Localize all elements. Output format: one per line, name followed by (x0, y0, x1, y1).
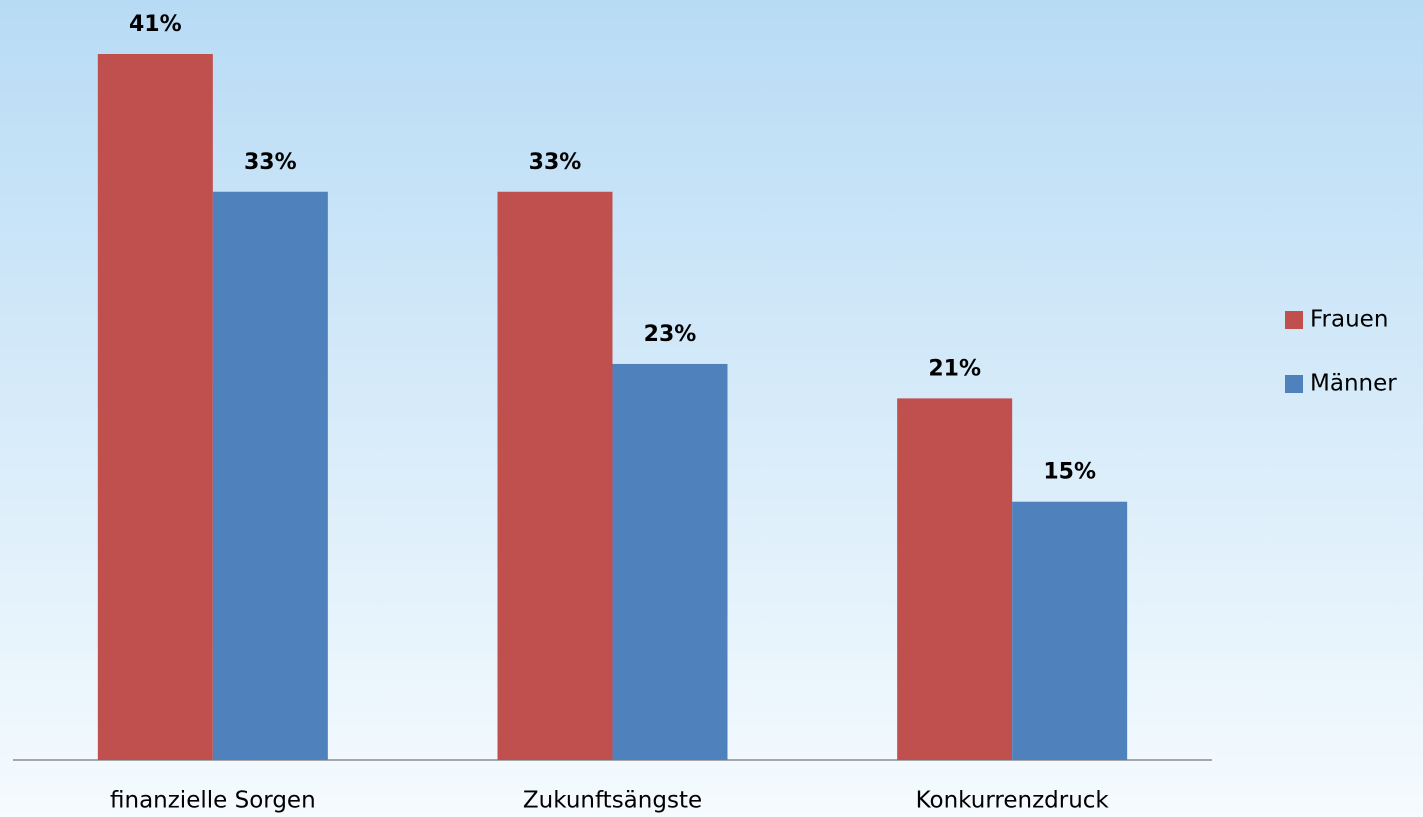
x-tick-label: Konkurrenzdruck (916, 788, 1110, 814)
legend-swatch (1285, 311, 1303, 329)
bar (1012, 501, 1128, 760)
legend-label: Männer (1310, 371, 1397, 397)
bar (612, 363, 728, 760)
legend-label: Frauen (1310, 307, 1388, 333)
bar (897, 398, 1013, 760)
data-label: 21% (928, 356, 981, 381)
data-label: 41% (129, 12, 182, 37)
data-label: 33% (244, 150, 297, 175)
x-tick-label: Zukunftsängste (523, 788, 702, 814)
bar (212, 191, 328, 760)
data-label: 23% (644, 322, 697, 347)
bar (97, 54, 213, 760)
data-label: 15% (1043, 460, 1096, 485)
bar (497, 191, 613, 760)
data-label: 33% (529, 150, 582, 175)
legend-swatch (1285, 375, 1303, 393)
x-tick-label: finanzielle Sorgen (110, 788, 316, 814)
